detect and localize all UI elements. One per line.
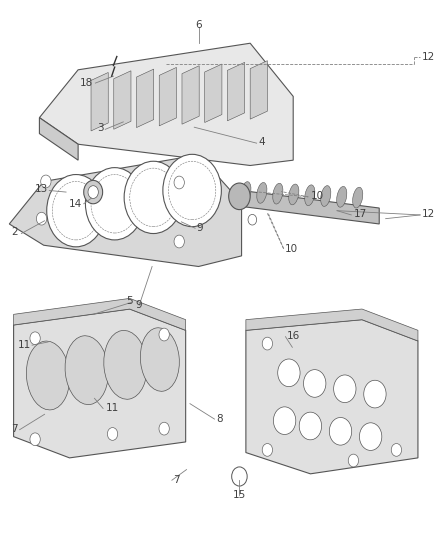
Circle shape — [159, 328, 170, 341]
Text: 10: 10 — [311, 191, 324, 201]
Circle shape — [30, 433, 40, 446]
Circle shape — [107, 427, 118, 440]
Polygon shape — [39, 43, 293, 165]
Circle shape — [36, 212, 47, 225]
Ellipse shape — [140, 328, 179, 391]
Polygon shape — [14, 298, 186, 330]
Text: 7: 7 — [11, 424, 18, 434]
Circle shape — [30, 332, 40, 345]
Polygon shape — [159, 67, 177, 126]
Text: 16: 16 — [287, 330, 300, 341]
Ellipse shape — [241, 182, 251, 203]
Circle shape — [391, 443, 402, 456]
Text: 13: 13 — [35, 184, 48, 195]
Ellipse shape — [337, 187, 347, 207]
Ellipse shape — [26, 341, 70, 410]
Text: 11: 11 — [106, 403, 119, 414]
Ellipse shape — [273, 183, 283, 204]
Text: 7: 7 — [173, 475, 180, 485]
Circle shape — [88, 185, 99, 198]
Ellipse shape — [353, 187, 363, 208]
Circle shape — [299, 412, 321, 440]
Text: 15: 15 — [233, 490, 246, 500]
Polygon shape — [39, 118, 78, 160]
Text: 12: 12 — [422, 52, 435, 61]
Polygon shape — [137, 69, 154, 127]
Polygon shape — [227, 62, 245, 121]
Circle shape — [232, 467, 247, 486]
Polygon shape — [205, 64, 222, 123]
Circle shape — [47, 174, 105, 247]
Text: 8: 8 — [216, 414, 223, 424]
Circle shape — [163, 155, 221, 227]
Circle shape — [174, 176, 184, 189]
Circle shape — [84, 180, 102, 204]
Circle shape — [278, 359, 300, 386]
Text: 14: 14 — [69, 199, 82, 209]
Text: 9: 9 — [135, 300, 141, 310]
Circle shape — [348, 454, 359, 467]
Polygon shape — [182, 66, 199, 124]
Circle shape — [85, 167, 144, 240]
Circle shape — [334, 375, 356, 402]
Circle shape — [159, 422, 170, 435]
Text: 6: 6 — [195, 20, 202, 30]
Text: 5: 5 — [127, 296, 133, 306]
Polygon shape — [14, 309, 186, 458]
Ellipse shape — [65, 336, 108, 405]
Polygon shape — [246, 309, 418, 341]
Text: 9: 9 — [196, 223, 203, 233]
Ellipse shape — [289, 184, 299, 205]
Circle shape — [262, 337, 272, 350]
Circle shape — [248, 214, 257, 225]
Text: 10: 10 — [285, 244, 298, 254]
Circle shape — [124, 161, 183, 233]
Ellipse shape — [104, 330, 147, 399]
Ellipse shape — [305, 185, 315, 206]
Ellipse shape — [321, 185, 331, 206]
Text: 12: 12 — [422, 209, 435, 220]
Text: 3: 3 — [97, 123, 104, 133]
Ellipse shape — [257, 182, 267, 203]
Circle shape — [262, 443, 272, 456]
Circle shape — [41, 175, 51, 188]
Polygon shape — [91, 72, 108, 131]
Polygon shape — [114, 71, 131, 130]
Circle shape — [329, 417, 352, 445]
Polygon shape — [246, 320, 418, 474]
Circle shape — [174, 235, 184, 248]
Circle shape — [364, 380, 386, 408]
Text: 17: 17 — [353, 209, 367, 220]
Circle shape — [273, 407, 296, 434]
Circle shape — [304, 369, 326, 397]
Text: 18: 18 — [80, 78, 93, 88]
Text: 4: 4 — [259, 136, 265, 147]
Circle shape — [229, 183, 250, 209]
Polygon shape — [233, 189, 379, 224]
Text: 11: 11 — [18, 340, 31, 350]
Circle shape — [360, 423, 382, 450]
Polygon shape — [9, 155, 242, 266]
Text: 2: 2 — [11, 227, 18, 237]
Polygon shape — [250, 61, 267, 119]
